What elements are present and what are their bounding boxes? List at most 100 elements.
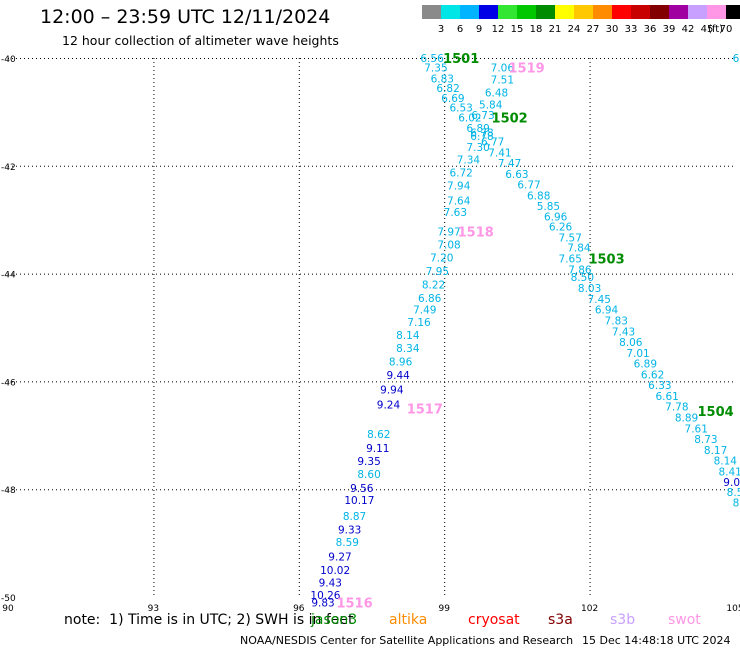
legend-swatch <box>498 5 517 19</box>
legend-swatch <box>593 5 612 19</box>
legend-unit: (ft) <box>708 24 723 35</box>
legend-tick-label: 27 <box>587 24 600 35</box>
wave-height-value: 7.01 <box>626 348 649 360</box>
wave-height-value: 6.88 <box>527 190 550 202</box>
legend-swatch <box>574 5 593 19</box>
legend-satellite-s3b: s3b <box>610 612 636 628</box>
pass-time-label: 1516 <box>336 596 372 611</box>
legend-satellite-s3a: s3a <box>548 612 573 628</box>
wave-height-value: 8.14 <box>396 330 420 342</box>
longitude-label: 90 <box>2 604 14 612</box>
wave-height-value: 7.86 <box>568 264 592 276</box>
wave-height-value: 8.03 <box>578 283 601 295</box>
latitude-label: -40 <box>1 55 16 65</box>
wave-height-value: 8.22 <box>422 279 445 291</box>
legend-tick-label: 6 <box>457 24 463 35</box>
wave-height-value: 6.02 <box>458 112 481 124</box>
legend-swatch <box>650 5 669 19</box>
wave-height-value: 6.78 <box>470 131 493 143</box>
wave-height-value: 6.94 <box>595 305 619 317</box>
wave-height-value: 7.20 <box>430 252 453 264</box>
wave-height-value: 7.08 <box>437 239 460 251</box>
wave-height-value: 9.56 <box>350 483 374 495</box>
legend-swatch <box>479 5 498 19</box>
wave-height-value: 7.06 <box>491 63 515 75</box>
wave-height-value: 8.96 <box>389 356 413 368</box>
wave-height-value: 9.02 <box>723 477 740 489</box>
wave-height-value: 8.89 <box>675 413 698 425</box>
wave-height-value: 6.69 <box>441 93 464 105</box>
wave-height-value: 7.51 <box>491 75 514 87</box>
legend-satellite-cryosat: cryosat <box>468 612 520 628</box>
wave-height-value: 8.5 <box>727 487 740 499</box>
generation-timestamp: 15 Dec 14:48:18 UTC 2024 <box>582 634 731 647</box>
wave-height-value: 9.43 <box>319 577 342 589</box>
latitude-label: -46 <box>1 378 16 388</box>
wave-height-value: 8.73 <box>694 434 717 446</box>
legend-swatch <box>555 5 574 19</box>
wave-height-value: 9.44 <box>386 370 410 382</box>
legend-tick-label: 3 <box>438 24 444 35</box>
wave-height-value: 6.63 <box>505 169 528 181</box>
wave-height-value: 9.11 <box>366 443 389 455</box>
pass-time-label: 1519 <box>508 62 544 77</box>
wave-height-value: 6.77 <box>481 137 504 149</box>
wave-height-value: 6.77 <box>517 180 540 192</box>
wave-height-value: 9.33 <box>338 525 361 537</box>
wave-height-value: 9.83 <box>311 597 334 609</box>
legend-swatch <box>422 5 441 19</box>
wave-height-value: 6.86 <box>418 293 442 305</box>
wave-height-value: 7.78 <box>665 402 688 414</box>
wave-height-value: 5.85 <box>537 201 560 213</box>
wave-height-value: 8.62 <box>367 429 390 441</box>
legend-swatch <box>441 5 460 19</box>
legend-swatch <box>536 5 555 19</box>
legend-swatch <box>517 5 536 19</box>
pass-time-label: 1518 <box>458 226 494 241</box>
pass-time-label: 1504 <box>698 405 734 420</box>
wave-height-value: 9.35 <box>357 456 380 468</box>
wave-height-value: 7.97 <box>437 227 460 239</box>
wave-height-value: 9.27 <box>328 552 351 564</box>
pass-time-label: 1502 <box>492 111 528 126</box>
wave-height-value: 6.53 <box>449 103 472 115</box>
legend-tick-label: 70 <box>720 24 733 35</box>
credit-line: NOAA/NESDIS Center for Satellite Applica… <box>240 634 574 647</box>
wave-height-value: 7.65 <box>559 254 582 266</box>
legend-tick-label: 15 <box>511 24 524 35</box>
legend-tick-label: 45 <box>701 24 714 35</box>
wave-height-value: 9.24 <box>377 400 401 412</box>
wave-height-value: 6.89 <box>466 123 489 135</box>
wave-height-value: 7.63 <box>444 207 467 219</box>
wave-height-value: 6.78 <box>470 127 493 139</box>
wave-height-value: 10.17 <box>344 495 374 507</box>
legend-tick-label: 36 <box>644 24 657 35</box>
longitude-label: 105 <box>726 604 740 612</box>
wave-height-value: 7.41 <box>488 147 511 159</box>
pass-time-label: 1501 <box>443 52 479 67</box>
legend-tick-label: 9 <box>476 24 482 35</box>
legend-swatch <box>460 5 479 19</box>
wave-height-value: 7.94 <box>447 181 471 193</box>
wave-height-value: 7.45 <box>588 294 611 306</box>
legend-tick-label: 39 <box>663 24 676 35</box>
wave-height-value: 8.59 <box>336 537 359 549</box>
wave-height-value: 8.50 <box>571 272 594 284</box>
legend-tick-label: 30 <box>606 24 619 35</box>
legend-swatch <box>726 5 740 19</box>
wave-height-value: 6.96 <box>544 211 568 223</box>
wave-height-value: 8.06 <box>619 337 643 349</box>
wave-height-value: 6.72 <box>449 167 472 179</box>
wave-height-value: 7.43 <box>612 326 635 338</box>
pass-time-label: 1517 <box>407 402 443 417</box>
longitude-label: 96 <box>293 604 305 612</box>
legend-tick-label: 12 <box>492 24 505 35</box>
wave-height-value: 6.56 <box>420 53 444 65</box>
wave-height-value: 7.34 <box>457 154 481 166</box>
wave-height-value: 5.84 <box>479 99 503 111</box>
legend-swatch <box>707 5 726 19</box>
footer-note: note: 1) Time is in UTC; 2) SWH is in fe… <box>64 612 354 628</box>
wave-height-value: 7.16 <box>407 317 431 329</box>
legend-swatch <box>688 5 707 19</box>
